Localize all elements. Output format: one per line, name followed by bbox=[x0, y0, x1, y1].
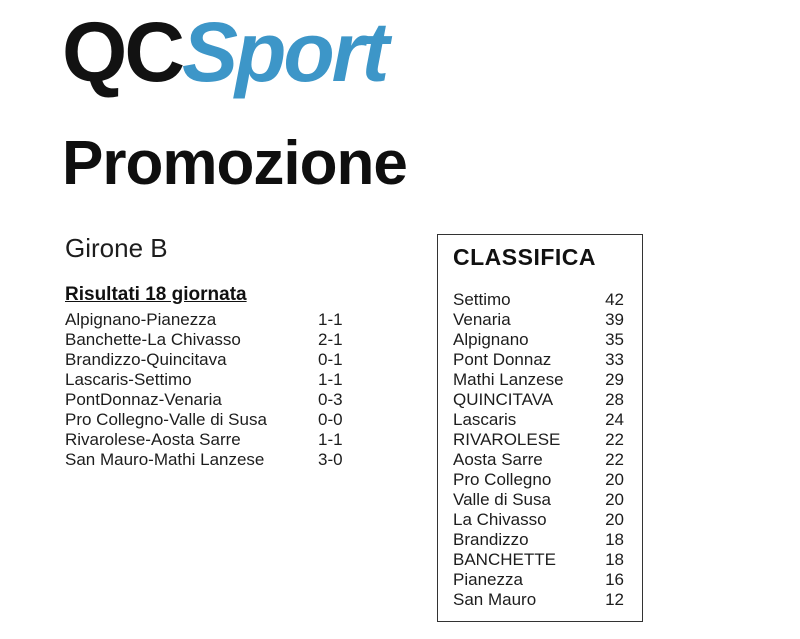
team-name: La Chivasso bbox=[453, 510, 547, 529]
match-teams: San Mauro-Mathi Lanzese bbox=[65, 450, 265, 469]
match-score: 1-1 bbox=[318, 310, 343, 329]
page-title: Promozione bbox=[62, 129, 408, 198]
team-points: 29 bbox=[605, 370, 624, 389]
match-teams: Lascaris-Settimo bbox=[65, 370, 192, 389]
team-points: 28 bbox=[605, 390, 624, 409]
team-points: 12 bbox=[605, 590, 624, 609]
results-list: Alpignano-Pianezza 1-1 Banchette-La Chiv… bbox=[65, 310, 365, 470]
team-name: BANCHETTE bbox=[453, 550, 556, 569]
logo-sport-text: Sport bbox=[182, 5, 389, 99]
result-row: Pro Collegno-Valle di Susa 0-0 bbox=[65, 410, 365, 430]
match-score: 0-3 bbox=[318, 390, 343, 409]
classifica-table: Settimo 42 Venaria 39 Alpignano 35 Pont … bbox=[438, 290, 642, 610]
standing-row: Pianezza 16 bbox=[438, 570, 642, 590]
team-name: Brandizzo bbox=[453, 530, 529, 549]
team-points: 20 bbox=[605, 510, 624, 529]
girone-subtitle: Girone B bbox=[65, 233, 168, 263]
site-logo[interactable]: QCSport bbox=[62, 0, 389, 104]
classifica-title: CLASSIFICA bbox=[453, 244, 596, 270]
team-points: 20 bbox=[605, 470, 624, 489]
standing-row: Pont Donnaz 33 bbox=[438, 350, 642, 370]
team-name: Lascaris bbox=[453, 410, 517, 429]
result-row: Alpignano-Pianezza 1-1 bbox=[65, 310, 365, 330]
result-row: Brandizzo-Quincitava 0-1 bbox=[65, 350, 365, 370]
standing-row: Brandizzo 18 bbox=[438, 530, 642, 550]
team-name: Alpignano bbox=[453, 330, 529, 349]
standing-row: Valle di Susa 20 bbox=[438, 490, 642, 510]
match-score: 3-0 bbox=[318, 450, 343, 469]
match-teams: Alpignano-Pianezza bbox=[65, 310, 217, 329]
team-points: 42 bbox=[605, 290, 624, 309]
team-points: 24 bbox=[605, 410, 624, 429]
team-points: 18 bbox=[605, 550, 624, 569]
match-score: 0-1 bbox=[318, 350, 343, 369]
standing-row: La Chivasso 20 bbox=[438, 510, 642, 530]
standing-row: BANCHETTE 18 bbox=[438, 550, 642, 570]
match-teams: Banchette-La Chivasso bbox=[65, 330, 241, 349]
standing-row: Mathi Lanzese 29 bbox=[438, 370, 642, 390]
team-name: RIVAROLESE bbox=[453, 430, 561, 449]
team-name: Venaria bbox=[453, 310, 511, 329]
match-teams: Brandizzo-Quincitava bbox=[65, 350, 227, 369]
standing-row: Aosta Sarre 22 bbox=[438, 450, 642, 470]
match-score: 1-1 bbox=[318, 430, 343, 449]
team-points: 20 bbox=[605, 490, 624, 509]
standing-row: Pro Collegno 20 bbox=[438, 470, 642, 490]
match-score: 0-0 bbox=[318, 410, 343, 429]
classifica-box: CLASSIFICA Settimo 42 Venaria 39 Alpigna… bbox=[437, 234, 643, 622]
results-section: Risultati 18 giornata Alpignano-Pianezza… bbox=[65, 284, 365, 470]
standing-row: RIVAROLESE 22 bbox=[438, 430, 642, 450]
standing-row: San Mauro 12 bbox=[438, 590, 642, 610]
team-name: Pro Collegno bbox=[453, 470, 552, 489]
result-row: PontDonnaz-Venaria 0-3 bbox=[65, 390, 365, 410]
team-name: Mathi Lanzese bbox=[453, 370, 564, 389]
standing-row: Settimo 42 bbox=[438, 290, 642, 310]
match-score: 2-1 bbox=[318, 330, 343, 349]
team-name: San Mauro bbox=[453, 590, 537, 609]
team-points: 22 bbox=[605, 450, 624, 469]
result-row: San Mauro-Mathi Lanzese 3-0 bbox=[65, 450, 365, 470]
result-row: Rivarolese-Aosta Sarre 1-1 bbox=[65, 430, 365, 450]
team-name: Aosta Sarre bbox=[453, 450, 543, 469]
team-points: 16 bbox=[605, 570, 624, 589]
team-name: Pont Donnaz bbox=[453, 350, 552, 369]
logo-qc-text: QC bbox=[62, 5, 185, 99]
team-name: Pianezza bbox=[453, 570, 523, 589]
standing-row: QUINCITAVA 28 bbox=[438, 390, 642, 410]
team-points: 18 bbox=[605, 530, 624, 549]
result-row: Banchette-La Chivasso 2-1 bbox=[65, 330, 365, 350]
standing-row: Venaria 39 bbox=[438, 310, 642, 330]
standing-row: Alpignano 35 bbox=[438, 330, 642, 350]
team-name: Valle di Susa bbox=[453, 490, 551, 509]
match-teams: Rivarolese-Aosta Sarre bbox=[65, 430, 241, 449]
match-teams: Pro Collegno-Valle di Susa bbox=[65, 410, 267, 429]
team-name: Settimo bbox=[453, 290, 511, 309]
team-name: QUINCITAVA bbox=[453, 390, 554, 409]
team-points: 33 bbox=[605, 350, 624, 369]
match-teams: PontDonnaz-Venaria bbox=[65, 390, 222, 409]
team-points: 22 bbox=[605, 430, 624, 449]
match-score: 1-1 bbox=[318, 370, 343, 389]
result-row: Lascaris-Settimo 1-1 bbox=[65, 370, 365, 390]
standing-row: Lascaris 24 bbox=[438, 410, 642, 430]
team-points: 39 bbox=[605, 310, 624, 329]
team-points: 35 bbox=[605, 330, 624, 349]
results-title: Risultati 18 giornata bbox=[65, 284, 247, 305]
